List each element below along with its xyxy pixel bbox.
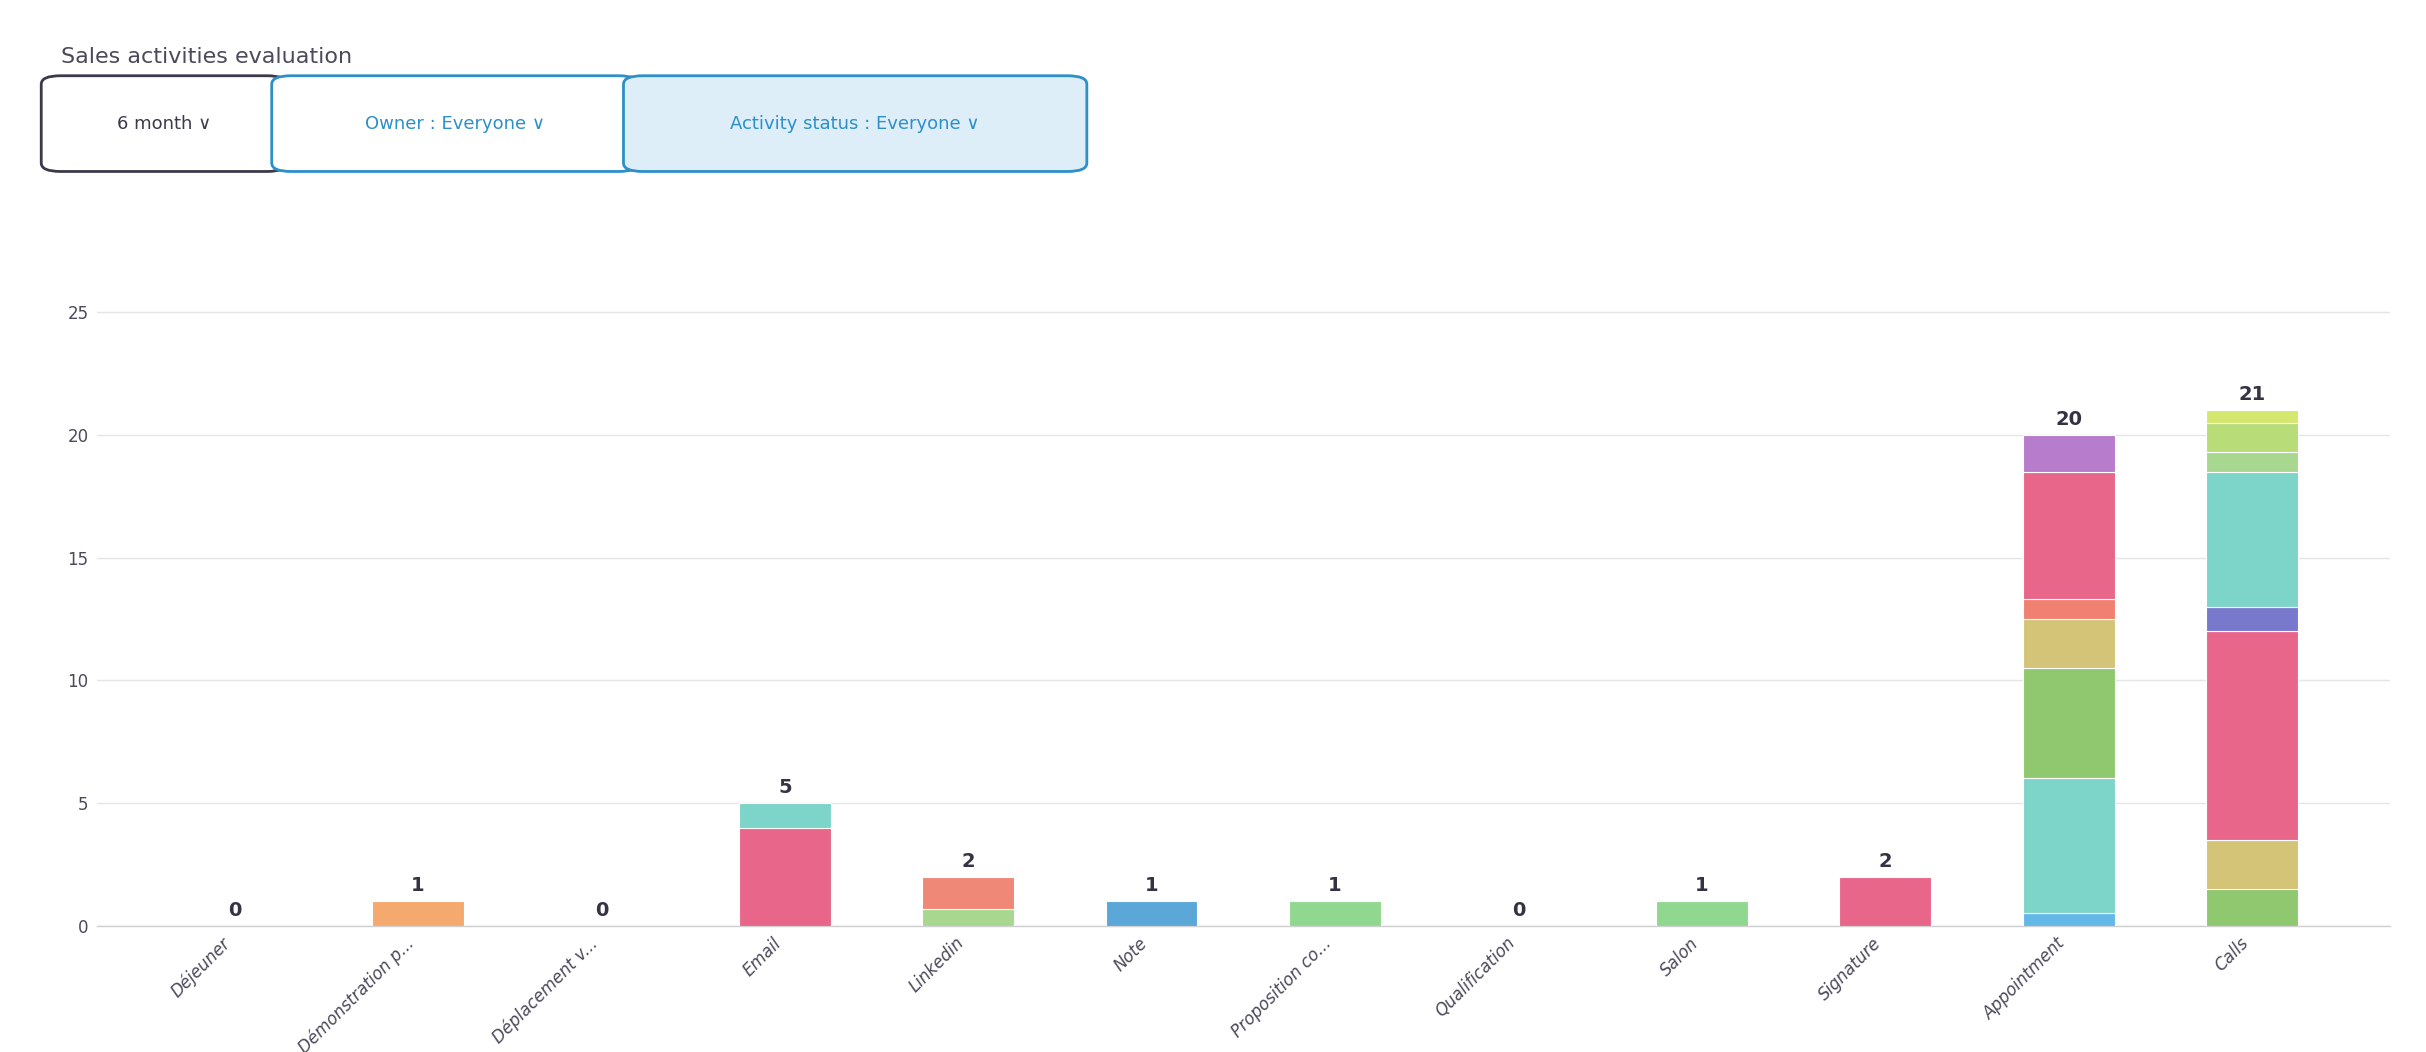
Bar (2023, 778, 2115, 913)
Text: 1: 1 (410, 876, 425, 895)
Bar (1106, 902, 1198, 926)
Bar (1288, 902, 1380, 926)
Bar (922, 909, 1014, 926)
Bar (2205, 631, 2297, 839)
Bar (2205, 889, 2297, 926)
Text: 21: 21 (2239, 385, 2266, 404)
Bar (1839, 876, 1931, 926)
Bar (2205, 839, 2297, 889)
Bar (740, 803, 830, 828)
Bar (2205, 452, 2297, 471)
Text: 1: 1 (1327, 876, 1342, 895)
Text: 0: 0 (594, 901, 609, 919)
Text: Activity status : Everyone ∨: Activity status : Everyone ∨ (730, 115, 980, 133)
Text: 6 month ∨: 6 month ∨ (116, 115, 211, 133)
Text: 2: 2 (961, 851, 975, 871)
Bar (2023, 619, 2115, 668)
Text: 20: 20 (2055, 409, 2082, 429)
Bar (2023, 913, 2115, 926)
Bar (2205, 607, 2297, 631)
Text: 1: 1 (1145, 876, 1160, 895)
Bar (2205, 471, 2297, 607)
Text: 0: 0 (228, 901, 240, 919)
Bar (740, 828, 830, 926)
Bar (922, 876, 1014, 909)
Text: 5: 5 (779, 777, 791, 797)
Text: 0: 0 (1511, 901, 1526, 919)
Bar (1657, 902, 1747, 926)
Text: 2: 2 (1878, 851, 1892, 871)
Bar (2205, 410, 2297, 423)
Bar (2023, 434, 2115, 471)
Text: Sales activities evaluation: Sales activities evaluation (61, 47, 352, 67)
Bar (2023, 471, 2115, 600)
Text: Owner : Everyone ∨: Owner : Everyone ∨ (364, 115, 546, 133)
Bar (2023, 600, 2115, 619)
Bar (371, 902, 463, 926)
Text: 1: 1 (1696, 876, 1708, 895)
Bar (2023, 668, 2115, 778)
Bar (2205, 423, 2297, 452)
